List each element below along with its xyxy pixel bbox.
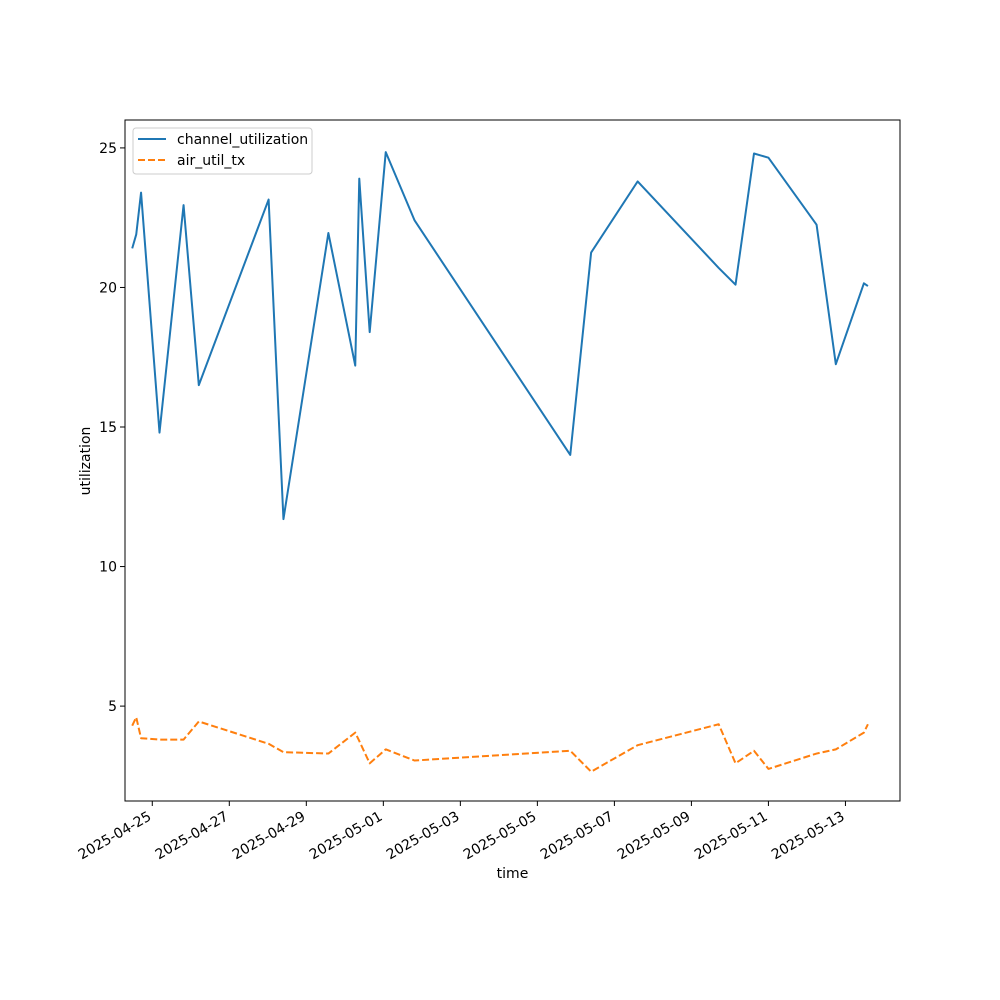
legend-label: air_util_tx [177,153,245,169]
y-axis-label: utilization [78,427,94,496]
y-tick-label: 15 [99,420,117,436]
y-tick-label: 20 [99,280,117,296]
legend-box [132,127,313,175]
y-tick-label: 5 [108,699,117,715]
y-tick-label: 10 [99,560,117,576]
y-tick-label: 25 [99,141,117,157]
axes-frame [124,119,901,802]
series-line-air-util-tx [131,716,869,773]
series-line-channel-utilization [131,151,869,521]
legend-label: channel_utilization [177,132,308,148]
plot-area [131,151,869,773]
legend: channel_utilization air_util_tx [132,127,313,175]
x-axis-label: time [497,866,529,882]
